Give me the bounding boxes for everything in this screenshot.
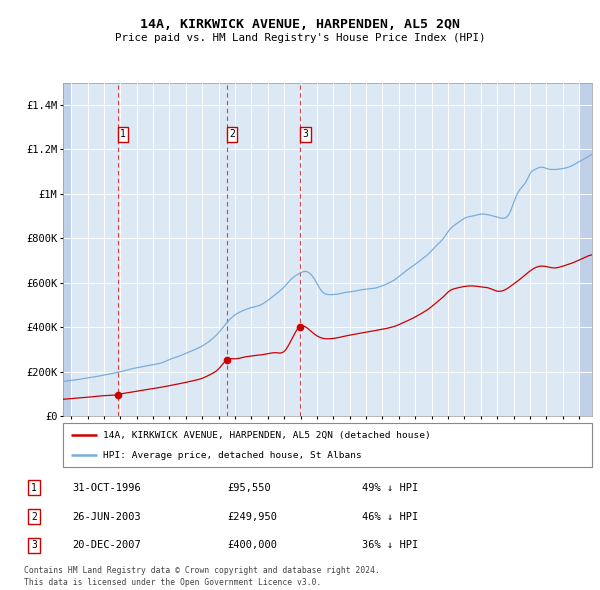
Text: 14A, KIRKWICK AVENUE, HARPENDEN, AL5 2QN (detached house): 14A, KIRKWICK AVENUE, HARPENDEN, AL5 2QN… <box>103 431 430 440</box>
Text: 36% ↓ HPI: 36% ↓ HPI <box>362 540 419 550</box>
Text: £249,950: £249,950 <box>227 512 277 522</box>
Text: £400,000: £400,000 <box>227 540 277 550</box>
Text: 20-DEC-2007: 20-DEC-2007 <box>72 540 140 550</box>
Text: 31-OCT-1996: 31-OCT-1996 <box>72 483 140 493</box>
Text: 3: 3 <box>302 129 308 139</box>
Bar <box>579 83 592 416</box>
Text: Contains HM Land Registry data © Crown copyright and database right 2024.
This d: Contains HM Land Registry data © Crown c… <box>24 566 380 587</box>
Bar <box>63 83 71 416</box>
Text: Price paid vs. HM Land Registry's House Price Index (HPI): Price paid vs. HM Land Registry's House … <box>115 33 485 43</box>
Text: 26-JUN-2003: 26-JUN-2003 <box>72 512 140 522</box>
Text: £95,550: £95,550 <box>227 483 271 493</box>
Text: 49% ↓ HPI: 49% ↓ HPI <box>362 483 419 493</box>
Text: 14A, KIRKWICK AVENUE, HARPENDEN, AL5 2QN: 14A, KIRKWICK AVENUE, HARPENDEN, AL5 2QN <box>140 18 460 31</box>
Text: 2: 2 <box>31 512 37 522</box>
Text: 1: 1 <box>31 483 37 493</box>
FancyBboxPatch shape <box>63 423 592 467</box>
Text: HPI: Average price, detached house, St Albans: HPI: Average price, detached house, St A… <box>103 451 361 460</box>
Text: 2: 2 <box>229 129 235 139</box>
Text: 46% ↓ HPI: 46% ↓ HPI <box>362 512 419 522</box>
Text: 3: 3 <box>31 540 37 550</box>
Text: 1: 1 <box>120 129 126 139</box>
